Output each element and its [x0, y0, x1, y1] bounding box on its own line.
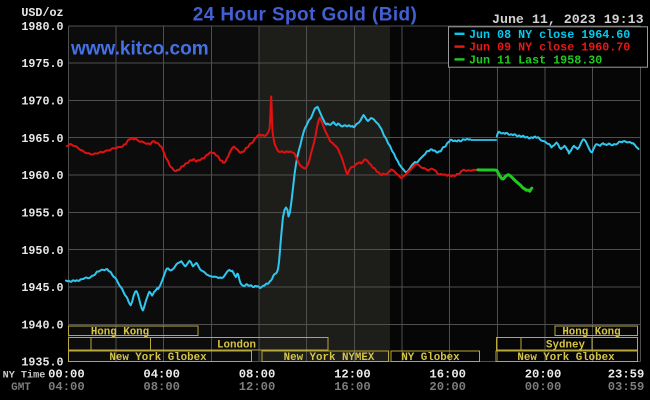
- svg-text:GMT: GMT: [11, 382, 31, 394]
- svg-text:00:00: 00:00: [525, 380, 562, 394]
- svg-text:Hong Kong: Hong Kong: [562, 327, 620, 339]
- svg-text:16:00: 16:00: [429, 368, 466, 382]
- svg-text:08:00: 08:00: [239, 368, 276, 382]
- svg-text:1945.0: 1945.0: [21, 281, 63, 295]
- svg-text:12:00: 12:00: [239, 380, 276, 394]
- svg-text:1965.0: 1965.0: [21, 132, 63, 146]
- svg-text:23:59: 23:59: [608, 368, 645, 382]
- svg-text:08:00: 08:00: [143, 380, 180, 394]
- svg-text:12:00: 12:00: [334, 368, 371, 382]
- svg-text:Jun 09 NY close 1960.70: Jun 09 NY close 1960.70: [469, 41, 630, 55]
- svg-text:1935.0: 1935.0: [21, 356, 63, 370]
- svg-text:1975.0: 1975.0: [21, 57, 63, 71]
- svg-text:1970.0: 1970.0: [21, 95, 63, 109]
- svg-text:00:00: 00:00: [48, 368, 85, 382]
- svg-text:Jun 11 Last 1958.30: Jun 11 Last 1958.30: [469, 54, 602, 68]
- svg-text:New York NYMEX: New York NYMEX: [284, 352, 375, 364]
- svg-text:NY Time: NY Time: [3, 370, 46, 382]
- svg-text:1955.0: 1955.0: [21, 207, 63, 221]
- svg-text:Sydney: Sydney: [546, 339, 585, 351]
- svg-text:Hong Kong: Hong Kong: [91, 327, 149, 339]
- svg-text:June 11, 2023 19:13: June 11, 2023 19:13: [492, 12, 644, 27]
- svg-text:London: London: [217, 339, 256, 351]
- svg-text:24 Hour Spot Gold (Bid): 24 Hour Spot Gold (Bid): [193, 5, 418, 26]
- svg-text:20:00: 20:00: [525, 368, 562, 382]
- svg-text:NY Globex: NY Globex: [401, 352, 460, 364]
- svg-text:16:00: 16:00: [334, 380, 371, 394]
- svg-text:Jun 08 NY close 1964.60: Jun 08 NY close 1964.60: [469, 28, 630, 42]
- svg-text:1950.0: 1950.0: [21, 244, 63, 258]
- svg-text:New York Globex: New York Globex: [517, 352, 615, 364]
- svg-text:04:00: 04:00: [143, 368, 180, 382]
- svg-text:1940.0: 1940.0: [21, 318, 63, 332]
- svg-text:04:00: 04:00: [48, 380, 85, 394]
- svg-text:20:00: 20:00: [429, 380, 466, 394]
- svg-text:1980.0: 1980.0: [21, 20, 63, 34]
- svg-text:www.kitco.com: www.kitco.com: [70, 39, 209, 60]
- svg-text:1960.0: 1960.0: [21, 169, 63, 183]
- svg-text:New York Globex: New York Globex: [109, 352, 207, 364]
- svg-text:USD/oz: USD/oz: [21, 6, 63, 20]
- svg-text:03:59: 03:59: [608, 380, 645, 394]
